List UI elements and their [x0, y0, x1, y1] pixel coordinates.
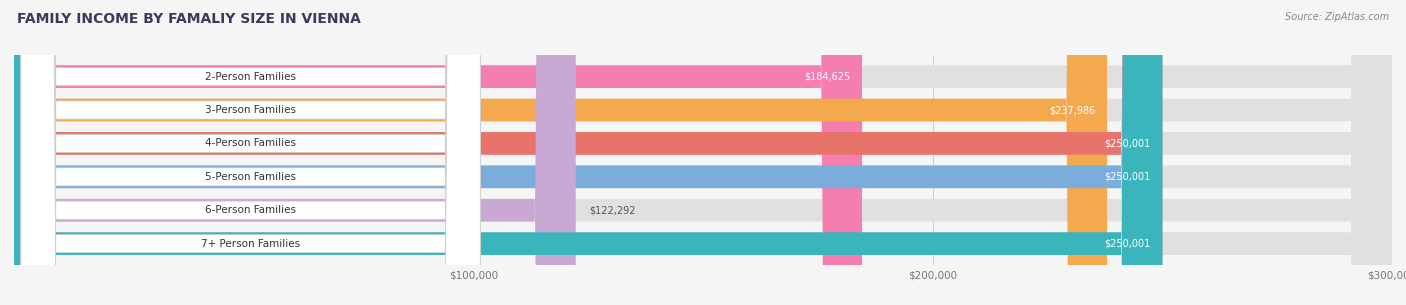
Text: 3-Person Families: 3-Person Families	[205, 105, 297, 115]
Text: FAMILY INCOME BY FAMALIY SIZE IN VIENNA: FAMILY INCOME BY FAMALIY SIZE IN VIENNA	[17, 12, 361, 26]
FancyBboxPatch shape	[21, 0, 481, 305]
Text: $250,001: $250,001	[1105, 138, 1152, 149]
Text: $122,292: $122,292	[589, 205, 636, 215]
FancyBboxPatch shape	[14, 0, 1392, 305]
Text: 5-Person Families: 5-Person Families	[205, 172, 297, 182]
FancyBboxPatch shape	[21, 0, 481, 305]
FancyBboxPatch shape	[21, 0, 481, 305]
Text: 6-Person Families: 6-Person Families	[205, 205, 297, 215]
Text: Source: ZipAtlas.com: Source: ZipAtlas.com	[1285, 12, 1389, 22]
Text: 7+ Person Families: 7+ Person Families	[201, 239, 299, 249]
FancyBboxPatch shape	[14, 0, 1392, 305]
FancyBboxPatch shape	[14, 0, 1163, 305]
FancyBboxPatch shape	[21, 0, 481, 305]
FancyBboxPatch shape	[14, 0, 1163, 305]
FancyBboxPatch shape	[14, 0, 1163, 305]
FancyBboxPatch shape	[14, 0, 1392, 305]
Text: 2-Person Families: 2-Person Families	[205, 72, 297, 82]
FancyBboxPatch shape	[14, 0, 1392, 305]
FancyBboxPatch shape	[14, 0, 1392, 305]
FancyBboxPatch shape	[14, 0, 862, 305]
Text: $237,986: $237,986	[1049, 105, 1095, 115]
FancyBboxPatch shape	[14, 0, 575, 305]
FancyBboxPatch shape	[14, 0, 1107, 305]
Text: $184,625: $184,625	[804, 72, 851, 82]
Text: $250,001: $250,001	[1105, 172, 1152, 182]
FancyBboxPatch shape	[21, 0, 481, 305]
FancyBboxPatch shape	[21, 0, 481, 305]
Text: $250,001: $250,001	[1105, 239, 1152, 249]
Text: 4-Person Families: 4-Person Families	[205, 138, 297, 149]
FancyBboxPatch shape	[14, 0, 1392, 305]
